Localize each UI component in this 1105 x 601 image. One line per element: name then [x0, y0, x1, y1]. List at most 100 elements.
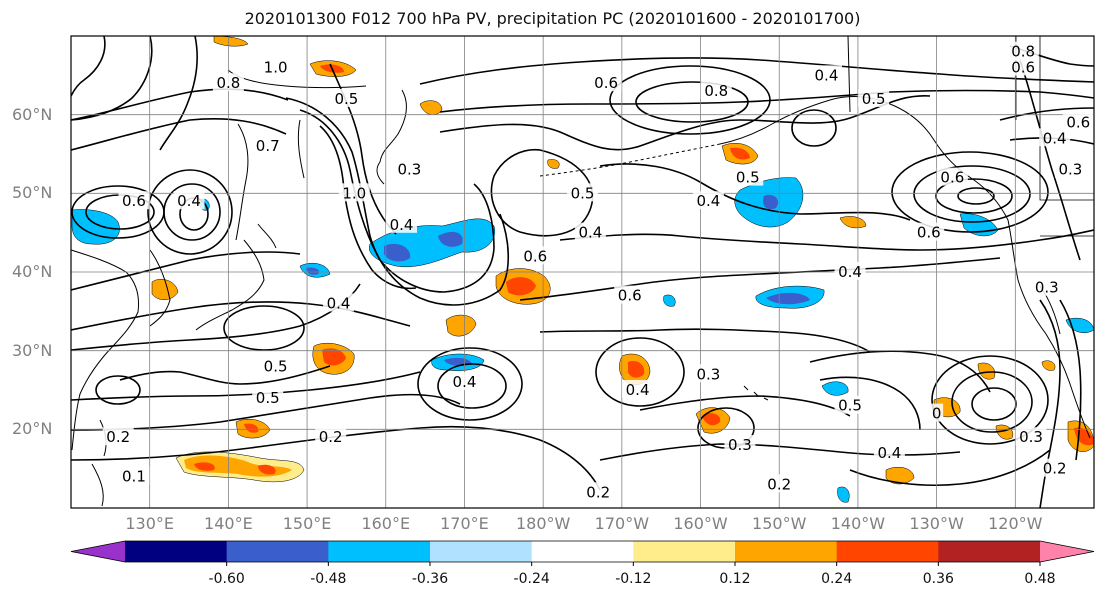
contour-label-text: 0.2 [319, 428, 343, 446]
longitude-label: 170°E [440, 514, 489, 533]
contour-label-text: 0.3 [1019, 428, 1043, 446]
contour-label: 0.4 [692, 191, 724, 210]
positive-patch [213, 36, 249, 47]
contour-label-background [858, 88, 890, 107]
contour-label-text: 0.5 [264, 357, 288, 375]
contour-label-text: 0.4 [838, 263, 862, 281]
contour-label-text: 0.2 [586, 483, 610, 501]
longitude-label: 130°W [909, 514, 964, 533]
colorbar-tick-label: -0.12 [615, 571, 652, 587]
contour-label-background [519, 246, 551, 265]
contour-label-background [1007, 57, 1039, 76]
longitude-label: 130°E [125, 514, 175, 533]
contour-label-text: 0.6 [940, 169, 964, 187]
contour-label-background [567, 183, 598, 202]
colorbar-segment [125, 541, 228, 562]
contour-label: 0.4 [323, 293, 355, 312]
longitude-label: 150°W [752, 514, 807, 533]
contour-label: 0.3 [692, 364, 724, 383]
contour-label-text: 0.6 [1011, 58, 1035, 76]
colorbar-segment [836, 541, 939, 562]
contour-label: 0.8 [700, 81, 732, 100]
negative-patch [821, 381, 849, 396]
contour-label: 0.6 [614, 285, 646, 305]
contour-label: 1.0 [260, 57, 292, 76]
contour-label: 0.5 [732, 167, 764, 187]
contour-label-background [1062, 112, 1094, 131]
colorbar-segment [1040, 541, 1094, 562]
latitude-label: 60°N [12, 104, 53, 124]
colorbar-segment [328, 541, 431, 562]
colorbar-segment [938, 541, 1041, 562]
contour-label-background [913, 222, 945, 241]
contour-label: 0.4 [574, 222, 606, 242]
contour-label-text: 0.5 [862, 90, 886, 108]
contour-label-background [582, 482, 614, 501]
colorbar-segment [226, 541, 329, 562]
contour-label: 0.4 [873, 442, 905, 462]
negative-patch [766, 292, 810, 305]
contour-label: 0.2 [763, 474, 795, 493]
contour-label-background [386, 214, 418, 233]
contour-label-text: 1.0 [342, 184, 366, 202]
contour-label-text: 0.5 [736, 169, 760, 187]
contour-label: 0.5 [858, 88, 890, 108]
colorbar-tick-label: -0.60 [208, 571, 245, 587]
longitude-label: 170°W [594, 514, 650, 533]
contour-label-text: 0.5 [256, 389, 280, 407]
colorbar-tick-label: 0.36 [922, 571, 954, 587]
negative-patch [306, 267, 320, 275]
contour-label-background [102, 427, 134, 446]
contour-label: 0.4 [386, 214, 418, 234]
contour-label-background [330, 88, 362, 107]
negative-patch [762, 194, 779, 210]
longitude-label: 160°W [673, 514, 728, 533]
contour-label-background [338, 183, 370, 202]
contour-label-background [252, 387, 284, 406]
contour-label-background [700, 81, 732, 100]
contour-label: 0.6 [590, 73, 622, 92]
contour-label: 0.6 [913, 222, 945, 242]
contour-label-text: 0.6 [1066, 114, 1090, 132]
colorbar-segment [71, 541, 125, 562]
contour-label-text: 0.2 [767, 475, 791, 493]
contour-label: 0.5 [567, 183, 598, 202]
negative-patch [837, 486, 850, 503]
contour-label-text: 0.4 [177, 192, 201, 210]
contour-label: 0.2 [1039, 458, 1071, 478]
contour-label-background [622, 380, 654, 398]
colorbar-segment [735, 541, 838, 562]
coastlines [71, 36, 1091, 507]
contour-label-layer: 1.00.80.50.70.6 0.4 1.00.30.40.40.50.50.20… [102, 41, 1094, 501]
positive-patch [151, 279, 179, 300]
contour-label: 0.5 [260, 356, 292, 375]
contour-label: 0.4 [1039, 128, 1071, 147]
contour-label: 0.3 [393, 159, 425, 179]
contour-label-background [260, 57, 292, 76]
positive-patch [730, 147, 750, 160]
negative-patch [71, 209, 120, 245]
longitude-label: 120°W [988, 514, 1043, 533]
contour-label: 0.7 [252, 136, 284, 155]
contour-label: 0.5 [330, 88, 362, 108]
contour-label: 0.6 [936, 167, 968, 187]
contour-label-background [692, 191, 724, 210]
contour-label-text: 0.6 [122, 192, 146, 210]
longitude-label: 140°E [204, 514, 253, 533]
contour-label: 0.3 [1015, 427, 1047, 446]
positive-patch [1041, 360, 1056, 371]
contour-label: 0.4 [834, 262, 866, 281]
latitude-label: 20°N [12, 419, 53, 439]
contour-label-text: 0.4 [626, 381, 650, 399]
positive-patch [839, 216, 867, 229]
contour-label-background [930, 403, 944, 422]
pv-contours [71, 36, 1094, 508]
contour-label-background [590, 73, 622, 92]
positive-patch [419, 100, 443, 116]
latitude-label: 40°N [12, 262, 53, 281]
colorbar-tick-label: 0.12 [719, 571, 751, 587]
contour-label-text: 0.4 [696, 192, 720, 210]
contour-label-text: 0.3 [397, 161, 421, 179]
contour-label: 0.4 [810, 65, 842, 84]
latitude-label: 30°N [12, 340, 53, 360]
